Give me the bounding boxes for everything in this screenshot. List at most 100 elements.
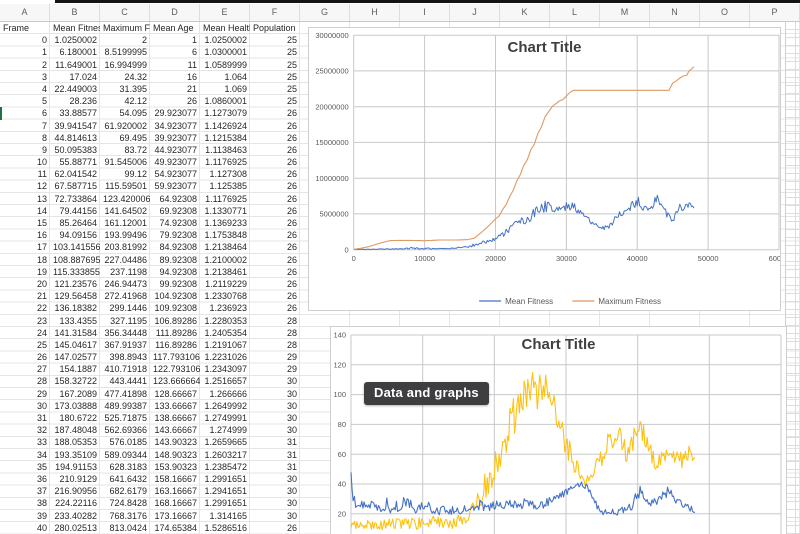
cell[interactable]: 29 [286,364,297,375]
cell[interactable]: 11 [187,59,197,70]
cell[interactable]: 193.99496 [104,230,147,241]
cell[interactable]: 1.2991651 [204,498,247,509]
cell[interactable]: 1.0250002 [54,35,97,46]
cell[interactable]: 1.0300001 [204,47,247,58]
cell[interactable]: 26 [286,242,297,253]
cell[interactable]: 28 [286,339,297,350]
cell[interactable]: 128.66667 [154,388,197,399]
cell[interactable]: 203.81992 [104,242,147,253]
cell[interactable]: 34 [36,449,47,460]
cell[interactable]: 26 [286,157,297,168]
cell[interactable]: 8.5199995 [104,47,147,58]
cell[interactable]: 1.1753848 [204,230,247,241]
cell[interactable]: 147.02577 [54,352,97,363]
cell[interactable]: 26 [286,218,297,228]
cell[interactable]: 94.09156 [59,230,97,241]
cell[interactable]: 29 [286,352,297,363]
cell[interactable]: 123.666664 [153,376,200,387]
cell[interactable]: 108.887695 [53,254,100,265]
cell[interactable]: 194.91153 [55,461,97,472]
cell[interactable]: 1.2516657 [204,376,247,387]
cell[interactable]: 133.66667 [154,400,197,411]
cell[interactable]: 85.26464 [59,218,97,228]
cell[interactable]: 143.66667 [154,425,197,436]
cell[interactable]: 59.923077 [154,181,197,192]
cell[interactable]: 30 [286,425,297,436]
cell[interactable]: 22 [36,303,47,314]
column-header-C[interactable]: C [100,4,150,21]
cell[interactable]: 1.2191067 [204,339,247,350]
cell[interactable]: 24.32 [124,71,147,82]
cell[interactable]: 193.35109 [54,449,97,460]
cell[interactable]: 115.59501 [105,181,147,192]
cell[interactable]: 1.2280353 [204,315,247,326]
cell[interactable]: 143.90323 [154,437,197,448]
column-header-O[interactable]: O [700,4,750,21]
cell[interactable]: 30 [286,510,297,521]
cell[interactable]: 25 [286,96,297,107]
cell[interactable]: 641.6432 [109,473,147,484]
cell[interactable]: 233.40282 [54,510,97,521]
cell[interactable]: 39.941547 [54,120,97,131]
cell[interactable]: 55.88771 [59,157,97,168]
cell[interactable]: 26 [286,303,297,314]
cell[interactable]: 163.16667 [154,486,197,497]
cell[interactable]: 1.1176925 [205,193,247,204]
cell[interactable]: 1.2385472 [204,461,247,472]
cell[interactable]: 3 [41,71,47,82]
cell[interactable]: 32 [36,425,47,436]
cell[interactable]: 813.0424 [109,522,147,533]
column-header-P[interactable]: P [750,4,800,21]
column-header-E[interactable]: E [200,4,250,21]
column-header-H[interactable]: H [350,4,400,21]
header-cell[interactable]: Mean Fitness [53,23,100,33]
cell[interactable]: 29.923077 [154,108,197,119]
cell[interactable]: 84.92308 [159,242,197,253]
cell[interactable]: 1.2119229 [205,278,247,289]
cell[interactable]: 11.649001 [55,59,97,70]
cell[interactable]: 18 [36,254,47,265]
fitness-line-chart[interactable]: 0 10000 20000 30000 40000 50000 60000 0 5000000 1… [308,27,781,311]
cell[interactable]: 12 [36,181,47,192]
cell[interactable]: 1.125385 [209,181,247,192]
cell[interactable]: 0 [41,35,47,46]
cell[interactable]: 104.92308 [154,291,197,302]
cell[interactable]: 30 [286,413,297,423]
cell[interactable]: 1.2343097 [204,364,247,375]
cell[interactable]: 1.266666 [209,388,247,399]
cell[interactable]: 1.2231026 [204,352,247,363]
cell[interactable]: 477.41898 [104,388,147,399]
cell[interactable]: 106.89286 [154,315,197,326]
cell[interactable]: 1.1176925 [205,157,247,168]
cell[interactable]: 1.236923 [209,303,247,314]
cell[interactable]: 1.064 [224,71,247,82]
cell[interactable]: 62.041542 [54,169,97,180]
cell[interactable]: 173.16667 [154,510,197,521]
column-header-L[interactable]: L [550,4,600,21]
cell[interactable]: 31 [286,449,297,460]
cell[interactable]: 129.56458 [54,291,97,302]
cell[interactable]: 30 [286,486,297,497]
cell[interactable]: 237.1198 [110,266,147,277]
column-header-B[interactable]: B [50,4,100,21]
cell[interactable]: 13 [36,193,47,204]
cell[interactable]: 187.48048 [54,425,97,436]
cell[interactable]: 1.2100002 [204,254,247,265]
cell[interactable]: 2 [41,59,47,70]
cell[interactable]: 7 [41,120,47,131]
cell[interactable]: 35 [36,461,47,472]
cell[interactable]: 30 [36,400,47,411]
cell[interactable]: 33.88577 [59,108,97,119]
cell[interactable]: 158.16667 [154,473,197,484]
header-cell[interactable]: Frame [3,23,30,33]
column-header-G[interactable]: G [300,4,350,21]
cell[interactable]: 1.274999 [209,425,247,436]
cell[interactable]: 23 [36,315,47,326]
cell[interactable]: 9 [41,144,47,155]
cell[interactable]: 69.495 [119,132,147,143]
cell[interactable]: 67.587715 [54,181,97,192]
column-header-F[interactable]: F [250,4,300,21]
column-header-J[interactable]: J [450,4,500,21]
cell[interactable]: 6.180001 [59,47,97,58]
cell[interactable]: 1.2941651 [204,486,247,497]
